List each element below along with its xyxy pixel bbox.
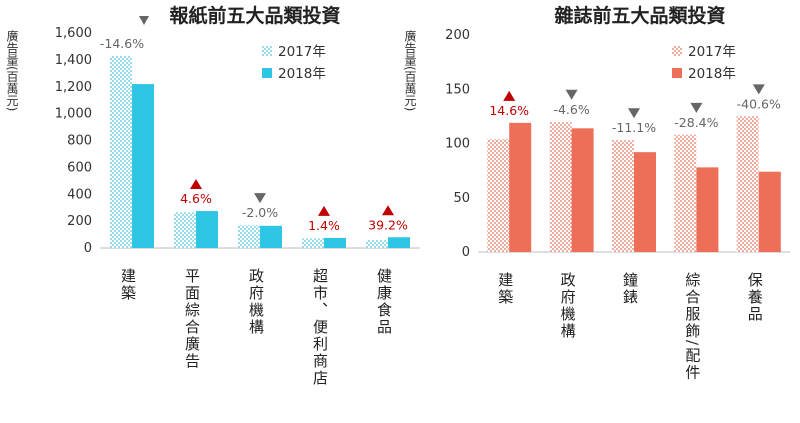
bar-2018-0 — [509, 122, 532, 252]
change-label: 39.2% — [368, 217, 408, 232]
category-label: 綜合服飾/配件 — [683, 272, 701, 381]
down-triangle-icon — [565, 89, 578, 100]
bar-2018-1 — [196, 211, 218, 248]
legend-swatch — [262, 68, 272, 78]
change-label: -4.6% — [553, 102, 589, 117]
chart-title: 報紙前五大品類投資 — [169, 4, 340, 27]
y-axis-label: 廣告量(百萬元) — [403, 30, 417, 112]
bar-2017-3 — [674, 134, 697, 252]
legend-swatch — [262, 46, 272, 56]
category-label: 平面綜合廣告 — [183, 268, 201, 370]
y-tick-label: 400 — [67, 187, 92, 202]
bar-2018-0 — [132, 84, 154, 248]
change-label: -11.1% — [612, 120, 656, 135]
bar-2017-3 — [302, 238, 324, 248]
bar-2017-1 — [174, 212, 196, 248]
category-label: 建築 — [119, 268, 137, 302]
category-label: 超市、便利商店 — [311, 268, 329, 387]
bar-2018-3 — [696, 167, 719, 252]
change-label: 1.4% — [308, 218, 340, 233]
y-tick-label: 800 — [67, 134, 92, 149]
y-tick-label: 1,600 — [55, 26, 92, 41]
up-triangle-icon — [503, 90, 516, 101]
chart-title: 雜誌前五大品類投資 — [554, 4, 725, 27]
legend-label: 2017年 — [278, 44, 326, 60]
y-tick-label: 600 — [67, 160, 92, 175]
y-tick-label: 150 — [445, 82, 470, 97]
up-triangle-icon — [382, 205, 394, 216]
y-tick-label: 0 — [462, 245, 470, 260]
bar-2018-3 — [324, 237, 346, 248]
y-tick-label: 100 — [445, 137, 470, 152]
up-triangle-icon — [190, 179, 202, 190]
bar-2018-4 — [388, 237, 410, 248]
bar-2017-0 — [487, 139, 510, 252]
down-triangle-icon — [752, 84, 765, 95]
y-tick-label: 1,400 — [55, 53, 92, 68]
bar-2017-2 — [612, 140, 634, 252]
change-label: 14.6% — [489, 103, 529, 118]
y-tick-label: 200 — [67, 214, 92, 229]
legend-swatch — [672, 46, 682, 56]
up-triangle-icon — [318, 205, 330, 216]
legend-label: 2017年 — [688, 44, 736, 60]
down-triangle-icon — [690, 102, 703, 113]
y-tick-label: 0 — [84, 241, 92, 256]
y-tick-label: 1,000 — [55, 107, 92, 122]
y-axis-label: 廣告量(百萬元) — [5, 30, 19, 112]
change-label: -40.6% — [737, 96, 781, 111]
bar-2018-2 — [260, 225, 282, 248]
change-label: -14.6% — [100, 36, 144, 51]
y-tick-label: 200 — [445, 28, 470, 43]
category-label: 建築 — [496, 272, 514, 306]
category-label: 政府機構 — [559, 272, 577, 340]
bar-2017-4 — [736, 116, 759, 252]
change-label: 4.6% — [180, 191, 212, 206]
y-tick-label: 1,200 — [55, 80, 92, 95]
change-label: -2.0% — [242, 205, 278, 220]
category-label: 健康食品 — [375, 268, 393, 336]
legend-label: 2018年 — [688, 66, 736, 82]
down-triangle-icon — [254, 193, 266, 204]
down-triangle-icon — [628, 108, 640, 119]
legend-label: 2018年 — [278, 66, 326, 82]
bar-2017-1 — [549, 121, 572, 252]
bar-2017-2 — [238, 225, 260, 248]
legend-swatch — [672, 68, 682, 78]
category-label: 保養品 — [746, 272, 764, 323]
title-marker-icon — [139, 16, 149, 25]
bar-2018-1 — [571, 128, 594, 252]
y-tick-label: 50 — [453, 191, 470, 206]
bar-2018-2 — [634, 152, 656, 252]
category-label: 政府機構 — [247, 268, 265, 336]
bar-2017-0 — [110, 55, 132, 248]
category-label: 鐘錶 — [621, 272, 639, 306]
change-label: -28.4% — [674, 115, 718, 130]
bar-2018-4 — [758, 171, 781, 252]
bar-2017-4 — [366, 239, 388, 248]
